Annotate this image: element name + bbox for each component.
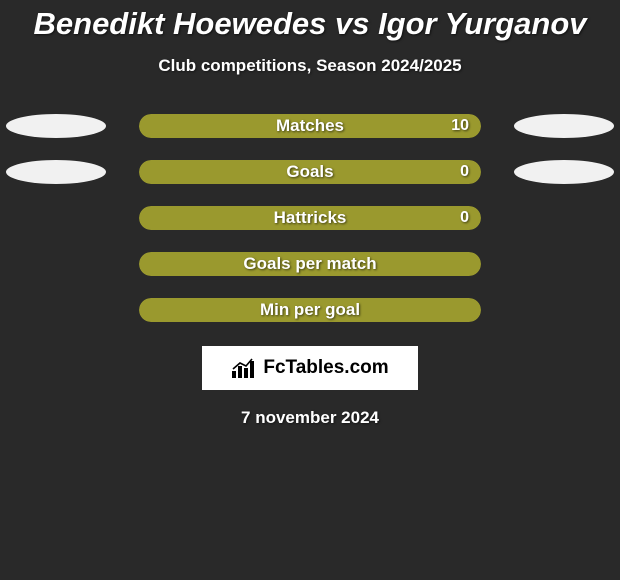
stat-bar: Matches 10: [139, 114, 481, 138]
stat-bar-label: Hattricks: [274, 208, 347, 228]
stat-row: Matches 10: [0, 114, 620, 138]
stat-bar: Hattricks 0: [139, 206, 481, 230]
player-right-ellipse: [514, 160, 614, 184]
comparison-title: Benedikt Hoewedes vs Igor Yurganov: [0, 0, 620, 42]
right-flank: [509, 160, 619, 184]
site-logo-text: FcTables.com: [263, 357, 388, 379]
season-subtitle: Club competitions, Season 2024/2025: [0, 56, 620, 76]
stat-bar-label: Goals per match: [243, 254, 376, 274]
player-right-ellipse: [514, 114, 614, 138]
left-flank: [1, 160, 111, 184]
stat-bar-label: Min per goal: [260, 300, 360, 320]
right-flank: [509, 298, 619, 322]
left-flank: [1, 114, 111, 138]
stat-row: Hattricks 0: [0, 206, 620, 230]
right-flank: [509, 252, 619, 276]
stat-rows-container: Matches 10 Goals 0 Hattricks 0 Goals per match…: [0, 114, 620, 322]
left-flank: [1, 206, 111, 230]
stat-bar-value: 0: [460, 163, 469, 181]
right-flank: [509, 206, 619, 230]
left-flank: [1, 298, 111, 322]
left-flank: [1, 252, 111, 276]
site-logo: FcTables.com: [202, 346, 418, 390]
stat-bar-label: Goals: [286, 162, 333, 182]
stat-bar-value: 0: [460, 209, 469, 227]
right-flank: [509, 114, 619, 138]
player-left-ellipse: [6, 160, 106, 184]
snapshot-date: 7 november 2024: [0, 408, 620, 428]
player-left-ellipse: [6, 114, 106, 138]
stat-bar-value: 10: [451, 117, 469, 135]
stat-bar: Min per goal: [139, 298, 481, 322]
stat-row: Goals per match: [0, 252, 620, 276]
stat-bar-label: Matches: [276, 116, 344, 136]
stat-row: Min per goal: [0, 298, 620, 322]
stat-bar: Goals 0: [139, 160, 481, 184]
stat-row: Goals 0: [0, 160, 620, 184]
stat-bar: Goals per match: [139, 252, 481, 276]
chart-icon: [231, 357, 257, 379]
